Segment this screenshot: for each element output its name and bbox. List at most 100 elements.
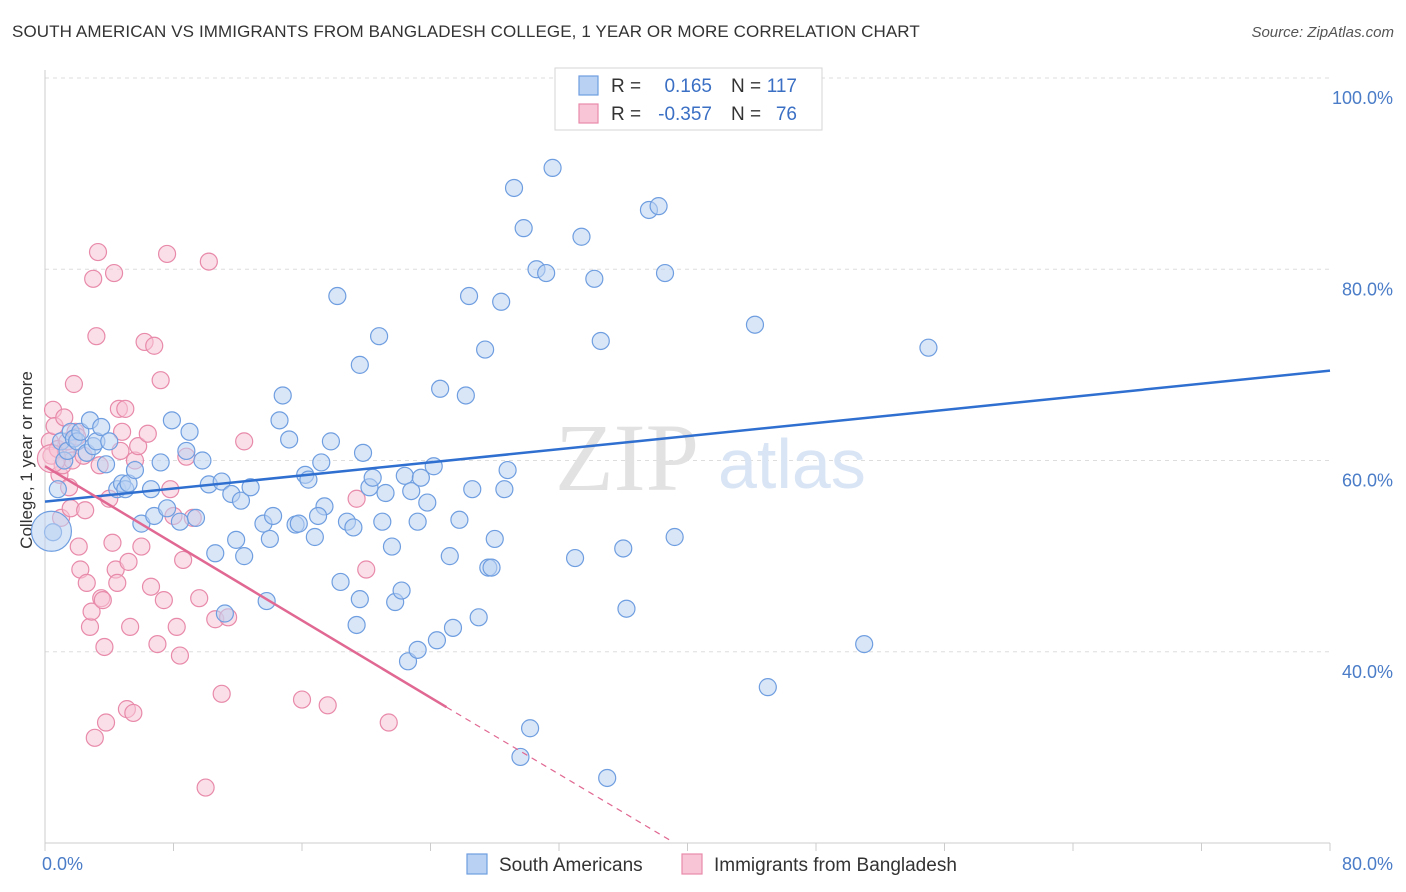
bangladesh-point [170, 646, 190, 665]
series-legend: South Americans Immigrants from Banglades… [466, 853, 957, 876]
watermark-atlas: atlas [718, 425, 866, 503]
south-americans-point [376, 483, 395, 503]
south-americans-point [408, 512, 427, 531]
south-americans-point [591, 331, 610, 351]
bangladesh-point [116, 399, 135, 418]
series-legend-swatch [466, 853, 488, 875]
series-south-americans-points [30, 158, 938, 788]
south-americans-point [96, 455, 116, 474]
bangladesh-point [82, 602, 101, 621]
south-americans-point [151, 453, 170, 472]
bangladesh-point [108, 573, 127, 593]
y-axis-label: College, 1 year or more [17, 371, 36, 549]
south-americans-point [440, 547, 459, 566]
south-americans-point [328, 286, 347, 306]
watermark-zip: ZIP [555, 404, 699, 511]
y-tick-label: 100.0% [1332, 88, 1393, 108]
bangladesh-point [190, 589, 209, 608]
bangladesh-point [157, 244, 177, 264]
south-americans-point [241, 478, 260, 497]
south-americans-point [370, 327, 389, 346]
south-americans-point [331, 572, 350, 592]
bangladesh-point [154, 591, 173, 610]
bangladesh-trend-extension [446, 706, 672, 842]
south-americans-point [511, 747, 530, 767]
south-americans-point [321, 432, 341, 451]
bangladesh-point [69, 537, 88, 556]
south-americans-point [855, 634, 874, 654]
south-americans-point [353, 443, 373, 462]
south-americans-point [312, 453, 331, 472]
bangladesh-point [104, 263, 124, 283]
south-americans-point [463, 480, 482, 499]
south-americans-point [411, 468, 430, 487]
south-americans-point [427, 631, 447, 650]
series-legend-label: Immigrants from Bangladesh [714, 855, 957, 876]
y-tick-label: 40.0% [1342, 662, 1393, 682]
south-americans-point [125, 460, 145, 480]
trend-lines [44, 369, 1331, 842]
south-americans-point [919, 338, 938, 357]
south-americans-point [382, 537, 402, 556]
south-americans-point [231, 491, 251, 510]
chart-title: SOUTH AMERICAN VS IMMIGRANTS FROM BANGLA… [12, 22, 920, 41]
bangladesh-point [212, 684, 231, 703]
south-americans-point [363, 468, 382, 487]
bangladesh-point [318, 696, 337, 715]
south-americans-point [418, 493, 437, 512]
south-americans-point [193, 451, 212, 470]
south-americans-point [392, 581, 411, 600]
south-americans-point [263, 506, 283, 526]
south-americans-point [476, 340, 495, 359]
south-americans-point [504, 178, 524, 198]
bangladesh-point [76, 501, 95, 520]
legend-n-label: N = [731, 76, 761, 97]
legend-swatch [578, 75, 599, 96]
south-americans-point [649, 197, 668, 216]
bangladesh-point [145, 336, 164, 355]
bangladesh-point [84, 269, 103, 288]
bangladesh-point [141, 577, 161, 596]
south-americans-point [443, 618, 463, 637]
legend-r-value: 0.165 [664, 76, 712, 97]
bangladesh-point [80, 617, 100, 636]
south-americans-point [347, 615, 366, 635]
south-americans-point [350, 590, 369, 609]
bangladesh-point [121, 617, 140, 636]
south-americans-point [157, 499, 177, 518]
south-americans-point [215, 604, 234, 623]
south-americans-point [92, 417, 111, 437]
south-americans-point [450, 510, 469, 529]
legend-n-value: 117 [767, 76, 797, 97]
legend-swatch [578, 103, 599, 124]
south-americans-point [456, 386, 475, 405]
south-americans-point [469, 608, 488, 627]
south-americans-point [308, 506, 328, 526]
south-americans-point [227, 530, 246, 549]
legend-n-label: N = [731, 104, 761, 125]
bangladesh-point [95, 637, 114, 657]
south-americans-point [395, 466, 414, 485]
south-americans-point [206, 544, 225, 563]
bangladesh-point [88, 242, 108, 262]
south-americans-point [537, 263, 556, 283]
bangladesh-point [379, 713, 398, 732]
legend-r-value: -0.357 [658, 104, 712, 125]
south-americans-point [344, 518, 363, 537]
bangladesh-point [77, 573, 96, 593]
bangladesh-point [148, 634, 167, 654]
bangladesh-point [129, 437, 148, 456]
south-americans-point [270, 411, 289, 430]
south-americans-point [495, 480, 514, 499]
bangladesh-point [196, 778, 215, 797]
south-americans-point [180, 422, 199, 441]
bangladesh-point [93, 591, 112, 610]
south-americans-point [289, 514, 308, 533]
south-americans-point [48, 480, 67, 499]
bangladesh-point [174, 550, 193, 570]
south-americans-point [280, 430, 299, 449]
legend-r-label: R = [611, 104, 641, 125]
south-americans-point [614, 539, 633, 558]
bangladesh-point [112, 422, 132, 441]
